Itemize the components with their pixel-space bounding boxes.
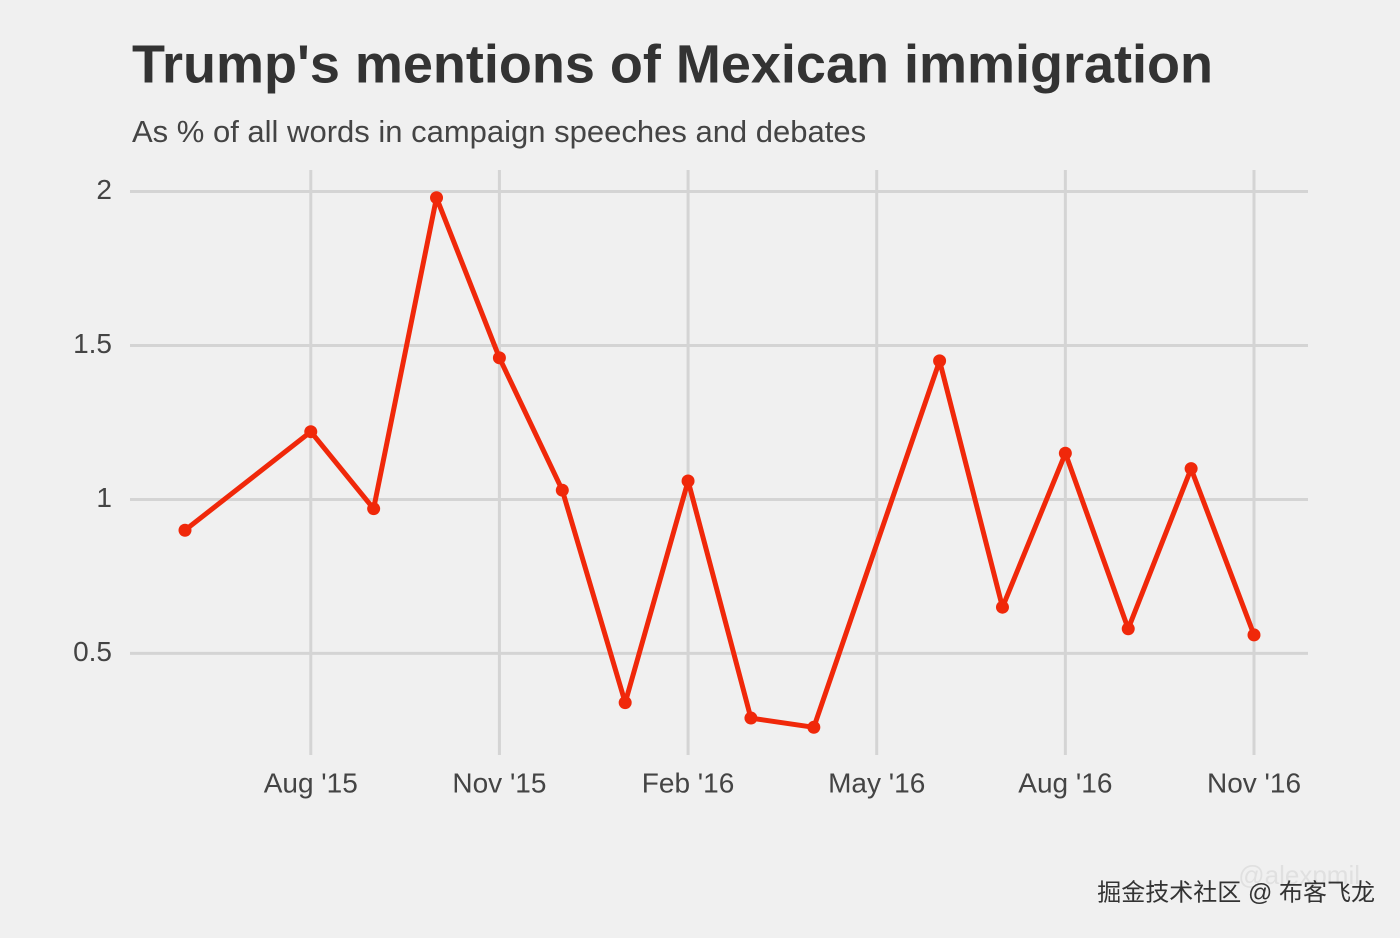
x-tick-label: Feb '16 bbox=[642, 767, 735, 798]
y-tick-label: 0.5 bbox=[73, 636, 112, 667]
data-point bbox=[492, 351, 506, 365]
data-point bbox=[1184, 462, 1198, 476]
chart-title: Trump's mentions of Mexican immigration bbox=[132, 34, 1213, 94]
data-point bbox=[1247, 628, 1261, 642]
data-point bbox=[618, 696, 632, 710]
watermark: 掘金技术社区 @ 布客飞龙 bbox=[1097, 879, 1375, 906]
chart-subtitle: As % of all words in campaign speeches a… bbox=[132, 114, 866, 149]
data-point bbox=[995, 600, 1009, 614]
x-tick-label: Nov '16 bbox=[1207, 767, 1301, 798]
data-point bbox=[933, 354, 947, 368]
x-tick-label: Aug '15 bbox=[264, 767, 358, 798]
data-point bbox=[807, 720, 821, 734]
data-point bbox=[367, 502, 381, 516]
data-point bbox=[178, 523, 192, 537]
credit: @alexpmil bbox=[1238, 860, 1360, 890]
series-line bbox=[183, 195, 1257, 730]
data-point bbox=[681, 474, 695, 488]
data-point bbox=[1121, 622, 1135, 636]
data-point bbox=[304, 425, 318, 439]
x-tick-label: Aug '16 bbox=[1018, 767, 1112, 798]
y-tick-label: 2 bbox=[96, 174, 112, 205]
y-tick-label: 1 bbox=[96, 482, 112, 513]
x-tick-label: May '16 bbox=[828, 767, 925, 798]
y-tick-label: 1.5 bbox=[73, 328, 112, 359]
x-tick-label: Nov '15 bbox=[452, 767, 546, 798]
data-point bbox=[430, 191, 444, 205]
data-point bbox=[744, 711, 758, 725]
data-point bbox=[555, 483, 569, 497]
data-point bbox=[1058, 446, 1072, 460]
